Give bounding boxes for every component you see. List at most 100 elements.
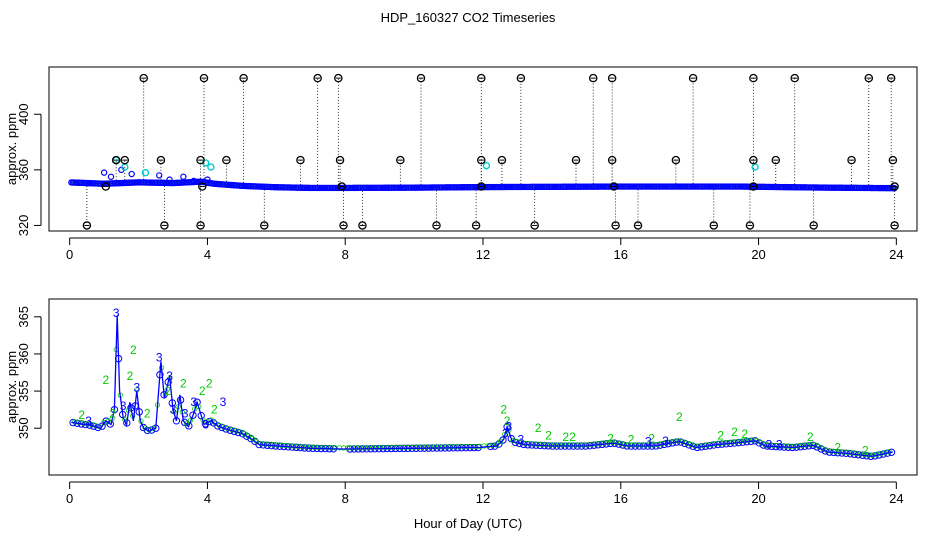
cyan-point bbox=[207, 163, 215, 171]
flag-marker bbox=[139, 73, 148, 83]
bottom-y-tick-label: 365 bbox=[16, 306, 31, 328]
level2-label: 2 bbox=[127, 369, 134, 383]
flag-marker bbox=[609, 182, 619, 191]
level3-label: 3 bbox=[766, 438, 773, 452]
excursion-point bbox=[107, 173, 115, 180]
flag-marker bbox=[396, 155, 405, 165]
flag-marker bbox=[749, 155, 758, 165]
top-x-tick-label: 24 bbox=[889, 247, 903, 262]
level3-label: 3 bbox=[220, 395, 227, 409]
level3-label: 3 bbox=[502, 426, 509, 440]
level3-label: 3 bbox=[505, 420, 512, 434]
bottom-x-tick-label: 16 bbox=[614, 491, 628, 506]
flag-marker bbox=[471, 221, 481, 230]
bottom-y-tick-label: 360 bbox=[16, 343, 31, 365]
flag-marker bbox=[516, 73, 526, 83]
level2-label: 2 bbox=[144, 406, 151, 420]
flag-marker bbox=[239, 73, 248, 83]
level3-label: 3 bbox=[518, 432, 525, 446]
level3-label: 3 bbox=[166, 369, 173, 383]
level3-label: 3 bbox=[190, 395, 197, 409]
flag-marker bbox=[335, 155, 345, 165]
level2-label: 2 bbox=[504, 414, 511, 428]
flag-marker bbox=[82, 221, 92, 230]
level2-label: 2 bbox=[676, 410, 683, 424]
series-point-green bbox=[208, 417, 214, 423]
flag-marker bbox=[477, 182, 486, 191]
flag-marker bbox=[477, 73, 486, 83]
flag-marker bbox=[571, 155, 581, 165]
series-point bbox=[503, 423, 511, 431]
flag-marker bbox=[790, 73, 799, 83]
series-point-green bbox=[497, 438, 504, 444]
bottom-plot-frame bbox=[48, 298, 918, 476]
excursion-point bbox=[204, 176, 211, 183]
excursion-point bbox=[190, 177, 197, 185]
level3-label: 3 bbox=[170, 403, 177, 417]
flag-marker bbox=[809, 221, 818, 230]
level2-label: 2 bbox=[500, 403, 507, 417]
level2-label: 2 bbox=[130, 343, 137, 357]
level3-label: 3 bbox=[133, 380, 140, 394]
flag-marker bbox=[588, 73, 598, 83]
level2-label: 2 bbox=[807, 430, 814, 444]
x-axis-label: Hour of Day (UTC) bbox=[414, 516, 522, 531]
level2-label: 2 bbox=[717, 429, 724, 443]
bottom-y-tick-label: 355 bbox=[16, 380, 31, 402]
flag-marker bbox=[607, 73, 617, 83]
bottom-x-tick-label: 4 bbox=[204, 491, 211, 506]
top-x-tick-label: 20 bbox=[751, 247, 765, 262]
top-plot-frame bbox=[48, 66, 918, 232]
series-point bbox=[495, 440, 503, 448]
level3-label: 3 bbox=[662, 434, 669, 448]
top-x-tick-label: 12 bbox=[476, 247, 490, 262]
flag-marker bbox=[477, 155, 486, 165]
flag-marker bbox=[313, 73, 322, 83]
bottom-x-tick-label: 8 bbox=[342, 491, 349, 506]
flag-marker bbox=[709, 221, 719, 230]
top-y-axis-label: approx. ppm bbox=[4, 113, 19, 185]
top-x-tick-label: 4 bbox=[204, 247, 211, 262]
series-line bbox=[71, 315, 894, 458]
top-x-tick-label: 0 bbox=[66, 247, 73, 262]
level3-label: 3 bbox=[202, 418, 209, 432]
flag-marker bbox=[890, 221, 899, 230]
flag-marker bbox=[745, 221, 755, 230]
level3-label: 3 bbox=[120, 399, 127, 413]
level2-label: 2 bbox=[628, 432, 635, 446]
level2-label: 2 bbox=[206, 377, 213, 391]
series-point-green bbox=[812, 442, 818, 448]
level2-label: 2 bbox=[648, 432, 655, 446]
level3-label: 3 bbox=[776, 438, 783, 452]
flag-marker bbox=[339, 221, 348, 230]
level2-label: 2 bbox=[741, 427, 748, 441]
top-axes: 0 4 8 12 16 20 24 320 360 400 bbox=[16, 103, 904, 262]
flag-marker bbox=[890, 182, 899, 191]
flag-marker bbox=[120, 155, 130, 165]
series-point-green bbox=[183, 420, 190, 426]
flag-marker bbox=[886, 73, 896, 83]
bottom-x-tick-label: 0 bbox=[66, 491, 73, 506]
top-y-tick-label: 360 bbox=[16, 159, 31, 181]
level2-label: 2 bbox=[164, 384, 171, 398]
flag-marker bbox=[358, 221, 367, 230]
flag-marker bbox=[688, 73, 698, 83]
flag-marker bbox=[749, 182, 758, 191]
flag-marker bbox=[101, 182, 111, 191]
flag-marker bbox=[607, 155, 617, 165]
excursion-point bbox=[180, 173, 187, 180]
level2-label: 2 bbox=[731, 425, 738, 439]
cyan-point bbox=[141, 168, 150, 177]
level2-label: 2 bbox=[862, 443, 869, 457]
flag-marker bbox=[847, 155, 856, 165]
flag-marker bbox=[771, 155, 781, 165]
series-point bbox=[499, 436, 507, 444]
excursion-point bbox=[128, 170, 135, 178]
flag-marker bbox=[334, 73, 343, 83]
flag-marker bbox=[749, 73, 758, 83]
flag-marker bbox=[222, 155, 231, 165]
excursion-point bbox=[166, 176, 173, 183]
